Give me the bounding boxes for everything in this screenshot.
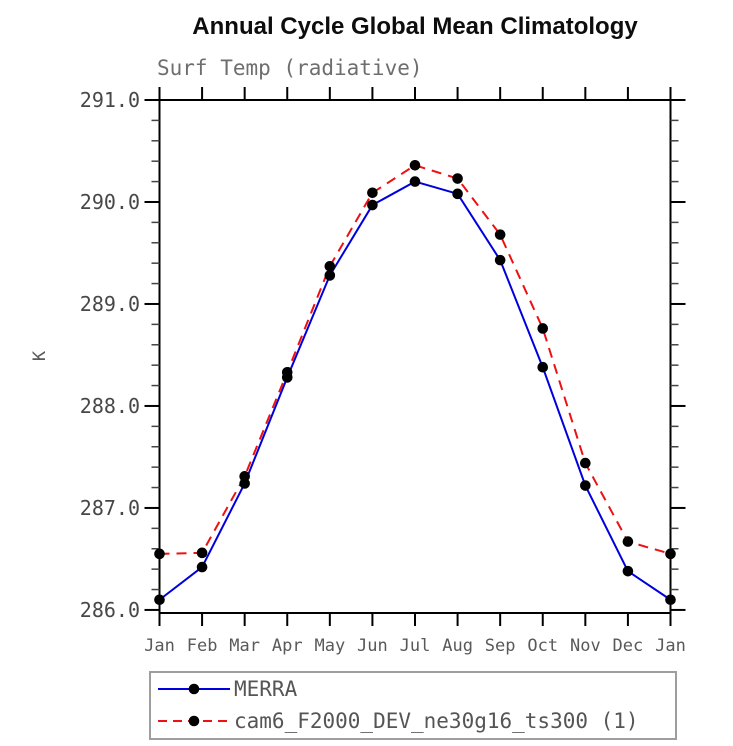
svg-text:Oct: Oct	[527, 636, 558, 656]
legend-label-merra: MERRA	[234, 677, 298, 701]
svg-text:290.0: 290.0	[80, 190, 140, 214]
svg-text:291.0: 291.0	[80, 88, 140, 112]
svg-text:288.0: 288.0	[80, 394, 140, 418]
svg-text:Nov: Nov	[570, 636, 601, 656]
svg-text:May: May	[314, 636, 345, 656]
svg-text:287.0: 287.0	[80, 496, 140, 520]
legend-line-solid-icon	[158, 683, 230, 695]
legend-item-merra: MERRA	[155, 676, 297, 702]
legend-item-cam6: cam6_F2000_DEV_ne30g16_ts300 (1)	[155, 708, 639, 734]
svg-text:Jul: Jul	[400, 636, 431, 656]
svg-text:Jan: Jan	[144, 636, 175, 656]
svg-text:Dec: Dec	[613, 636, 644, 656]
legend: MERRA cam6_F2000_DEV_ne30g16_ts300 (1)	[149, 671, 677, 740]
svg-text:Sep: Sep	[485, 636, 516, 656]
legend-line-dashed-icon	[158, 715, 230, 727]
legend-label-cam6: cam6_F2000_DEV_ne30g16_ts300 (1)	[234, 709, 639, 733]
svg-text:Jun: Jun	[357, 636, 388, 656]
svg-text:Aug: Aug	[442, 636, 473, 656]
svg-text:Mar: Mar	[229, 636, 260, 656]
svg-text:286.0: 286.0	[80, 598, 140, 622]
chart-subtitle: Surf Temp (radiative)	[157, 56, 423, 80]
svg-text:289.0: 289.0	[80, 292, 140, 316]
svg-text:Feb: Feb	[187, 636, 218, 656]
chart-canvas: Jan Feb Mar Apr May Jun Jul Aug Sep Oct Nov Dec Jan2…	[80, 87, 686, 656]
chart-title: Annual Cycle Global Mean Climatology	[192, 13, 638, 40]
svg-text:Jan: Jan	[655, 636, 686, 656]
svg-text:Apr: Apr	[272, 636, 303, 656]
